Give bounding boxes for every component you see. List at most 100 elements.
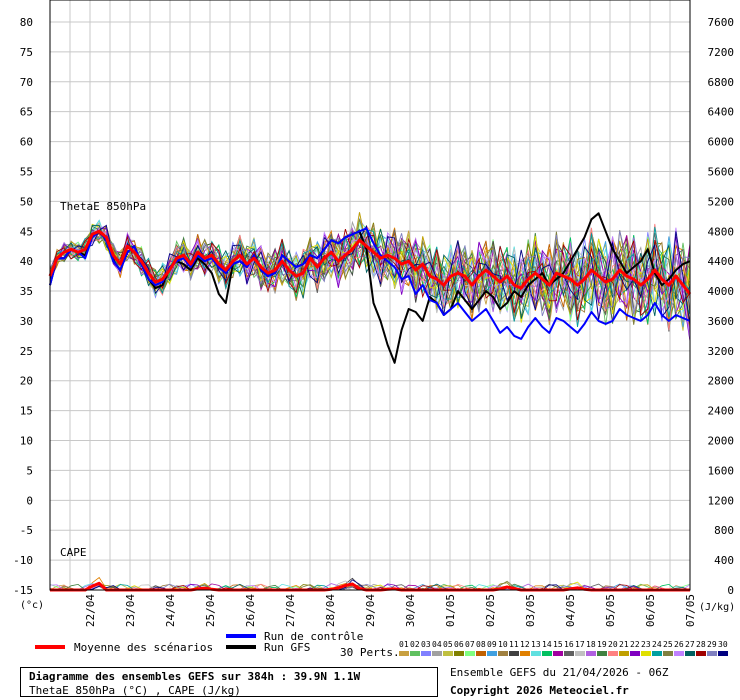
member-legend-label: 05: [443, 640, 453, 649]
member-legend-swatch: [542, 651, 552, 656]
ensemble-run-label: Ensemble GEFS du 21/04/2026 - 06Z: [450, 666, 669, 679]
right-tick-label: 4800: [708, 225, 735, 238]
member-legend-label: 02: [410, 640, 420, 649]
member-legend-swatch: [608, 651, 618, 656]
member-legend: 01 02 03 04 05 06 07 08 09 10 11 12 13 14 15 16 17 18 19 20…: [399, 640, 728, 656]
member-legend-label: 30: [718, 640, 728, 649]
left-tick-label: 70: [20, 76, 33, 89]
left-tick-label: 40: [20, 255, 33, 268]
left-tick-label: 35: [20, 285, 33, 298]
member-legend-label: 16: [564, 640, 574, 649]
member-legend-swatch: [663, 651, 673, 656]
member-legend-label: 20: [608, 640, 618, 649]
member-line-30: [49, 224, 691, 326]
member-legend-swatch: [465, 651, 475, 656]
chart-title: Diagramme des ensembles GEFS sur 384h : …: [29, 670, 361, 683]
control-thetae-line: [49, 227, 691, 340]
left-tick-label: -10: [13, 554, 33, 567]
member-legend-swatch: [652, 651, 662, 656]
member-legend-swatch: [531, 651, 541, 656]
member-legend-label: 14: [542, 640, 552, 649]
info-box: Diagramme des ensembles GEFS sur 384h : …: [20, 667, 438, 697]
x-tick-label: 03/05: [524, 594, 537, 627]
right-tick-label: 4000: [708, 285, 735, 298]
right-tick-label: 3200: [708, 345, 735, 358]
member-legend-swatch: [454, 651, 464, 656]
right-tick-label: 5200: [708, 195, 735, 208]
member-legend-label: 04: [432, 640, 442, 649]
x-tick-label: 27/04: [284, 594, 297, 627]
member-legend-swatch: [399, 651, 409, 656]
member-legend-swatch: [696, 651, 706, 656]
member-legend-swatch: [575, 651, 585, 656]
left-tick-label: -5: [20, 524, 33, 537]
member-legend-label: 19: [597, 640, 607, 649]
left-tick-label: 5: [26, 464, 33, 477]
left-tick-label: 50: [20, 195, 33, 208]
member-legend-swatch: [641, 651, 651, 656]
x-tick-label: 22/04: [84, 594, 97, 627]
plot-frame: [49, 0, 691, 591]
right-tick-label: 7200: [708, 46, 735, 59]
left-tick-label: 20: [20, 375, 33, 388]
left-tick-label: 45: [20, 225, 33, 238]
x-tick-label: 25/04: [204, 594, 217, 627]
x-tick-label: 04/05: [564, 594, 577, 627]
grid-lines: [50, 0, 690, 591]
member-legend-swatch: [476, 651, 486, 656]
thetae-panel-label: ThetaE 850hPa: [60, 200, 146, 213]
member-legend-label: 27: [685, 640, 695, 649]
member-legend-swatch: [564, 651, 574, 656]
legend: Moyenne des scénarios Run de contrôle Ru…: [35, 630, 728, 659]
member-legend-swatch: [718, 651, 728, 656]
x-tick-label: 28/04: [324, 594, 337, 627]
right-axis-ticks: 7600720068006400600056005200480044004000…: [708, 16, 735, 597]
right-axis-unit: (J/kg): [699, 602, 735, 613]
member-legend-label: 12: [520, 640, 530, 649]
x-tick-label: 26/04: [244, 594, 257, 627]
left-tick-label: 65: [20, 106, 33, 119]
member-line-03: [49, 217, 691, 322]
left-tick-label: 30: [20, 315, 33, 328]
cape-panel-label: CAPE: [60, 546, 87, 559]
right-tick-label: 6400: [708, 106, 735, 119]
copyright: Copyright 2026 Meteociel.fr: [450, 684, 629, 697]
x-tick-label: 29/04: [364, 594, 377, 627]
right-tick-label: 400: [714, 554, 734, 567]
gfs-thetae-line: [49, 212, 691, 364]
x-tick-label: 05/05: [604, 594, 617, 627]
member-legend-label: 28: [696, 640, 706, 649]
right-tick-label: 4400: [708, 255, 735, 268]
member-legend-label: 13: [531, 640, 541, 649]
member-line-27: [49, 224, 691, 319]
left-tick-label: 75: [20, 46, 33, 59]
right-tick-label: 2000: [708, 435, 735, 448]
member-legend-swatch: [685, 651, 695, 656]
member-legend-swatch: [443, 651, 453, 656]
member-legend-label: 21: [619, 640, 629, 649]
member-legend-swatch: [619, 651, 629, 656]
right-tick-label: 2400: [708, 405, 735, 418]
right-tick-label: 2800: [708, 375, 735, 388]
member-legend-label: 26: [674, 640, 684, 649]
left-tick-label: 25: [20, 345, 33, 358]
right-tick-label: 800: [714, 524, 734, 537]
left-tick-label: 60: [20, 136, 33, 149]
member-legend-label: 25: [663, 640, 673, 649]
member-legend-label: 08: [476, 640, 486, 649]
left-tick-label: 10: [20, 435, 33, 448]
member-legend-label: 29: [707, 640, 717, 649]
member-legend-swatch: [630, 651, 640, 656]
right-tick-label: 6000: [708, 136, 735, 149]
member-legend-label: 10: [498, 640, 508, 649]
right-tick-label: 7600: [708, 16, 735, 29]
member-legend-label: 17: [575, 640, 585, 649]
left-tick-label: -15: [13, 584, 33, 597]
member-legend-label: 23: [641, 640, 651, 649]
member-legend-swatch: [520, 651, 530, 656]
legend-control-label: Run de contrôle: [264, 630, 363, 643]
members-count-label: 30 Perts.: [340, 646, 400, 659]
x-tick-label: 30/04: [404, 594, 417, 627]
member-legend-swatch: [674, 651, 684, 656]
